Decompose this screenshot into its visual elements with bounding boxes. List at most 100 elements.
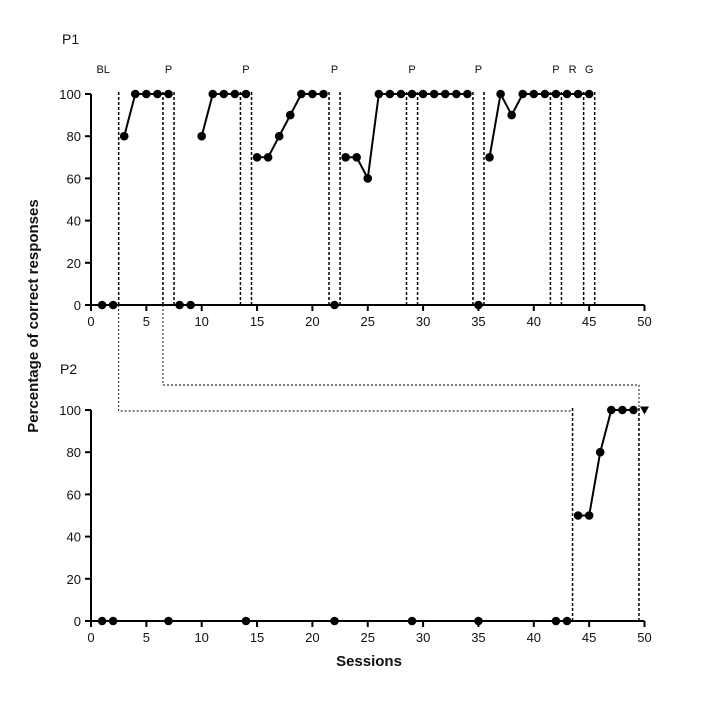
p2-triangle-point — [640, 406, 649, 415]
p1-data-point — [252, 153, 262, 162]
p1-series-line — [345, 93, 468, 182]
p1-phase-label: P — [475, 64, 482, 76]
p2-data-point — [595, 447, 605, 457]
p1-data-point — [407, 89, 417, 99]
p1-y-tick-label: 80 — [67, 129, 81, 144]
p1-data-point — [507, 110, 516, 120]
p2-probe-point — [330, 616, 339, 626]
p2-x-tick-label: 25 — [361, 630, 375, 645]
p1-y-tick-label: 0 — [74, 298, 81, 313]
p1-series-line — [488, 90, 590, 158]
p1-x-tick-label: 20 — [305, 314, 319, 329]
p1-x-tick-label: 5 — [143, 314, 150, 329]
p2-x-tick-label: 50 — [637, 630, 651, 645]
p1-data-point — [330, 300, 339, 310]
p1-phase-label: P — [408, 64, 415, 76]
x-axis-title: Sessions — [336, 653, 402, 670]
p2-y-tick-label: 40 — [67, 530, 81, 545]
p1-phase-label: P — [242, 64, 249, 76]
p2-probe-point — [108, 616, 118, 626]
p2-y-tick-label: 80 — [67, 445, 81, 460]
p1-y-tick-label: 60 — [67, 171, 81, 186]
p1-y-tick-label: 100 — [59, 87, 81, 102]
p1-data-point — [297, 89, 306, 99]
p1-data-point — [352, 153, 361, 162]
p2-y-tick-label: 0 — [74, 614, 81, 629]
p2-x-tick-label: 30 — [416, 630, 430, 645]
p2-y-tick-label: 60 — [67, 487, 81, 502]
p1-x-tick-label: 45 — [582, 314, 596, 329]
p1-x-tick-label: 25 — [361, 314, 375, 329]
p1-phase-label: R — [569, 64, 577, 76]
p1-data-point — [363, 174, 373, 183]
p1-series-line — [257, 93, 324, 159]
p2-data-point — [606, 405, 616, 415]
p1-data-point — [285, 110, 295, 120]
p1-data-point — [119, 131, 129, 141]
p1-data-point — [97, 300, 107, 310]
p1-data-point — [396, 89, 406, 99]
p2-data-point — [584, 511, 594, 520]
p1-x-tick-label: 0 — [87, 314, 94, 329]
p1-data-point — [319, 89, 328, 99]
panel-p1-label: P1 — [62, 31, 79, 47]
p1-y-tick-label: 20 — [67, 256, 81, 271]
p1-data-point — [540, 89, 550, 99]
p2-probe-point — [562, 616, 572, 626]
p2-probe-point — [551, 616, 561, 626]
p1-phase-label: P — [552, 64, 559, 76]
p2-data-point — [573, 511, 583, 520]
p1-data-point — [197, 131, 206, 141]
p1-data-point — [153, 89, 162, 99]
p1-data-point — [374, 89, 384, 99]
panel-p2: 0 20 40 60 80 100 0 5 10 15 20 25 30 35 40 45 50 — [59, 403, 651, 645]
p1-data-point — [186, 300, 195, 310]
p1-data-point — [496, 89, 505, 99]
p2-x-tick-label: 15 — [250, 630, 264, 645]
p1-data-point — [230, 89, 240, 99]
p2-x-tick-label: 5 — [143, 630, 150, 645]
p1-data-point — [341, 153, 350, 162]
p2-x-tick-label: 20 — [305, 630, 319, 645]
p1-data-point — [418, 89, 428, 99]
p1-data-point — [308, 89, 317, 99]
p2-y-tick-label: 20 — [67, 572, 81, 587]
p1-data-point — [463, 89, 472, 99]
p1-data-point — [208, 89, 218, 99]
p1-data-point — [485, 153, 494, 162]
p1-data-point — [385, 89, 395, 99]
phase-connector-line — [118, 305, 573, 412]
p1-series-line — [200, 93, 246, 137]
p2-x-tick-label: 45 — [582, 630, 596, 645]
p1-y-tick-label: 40 — [67, 214, 81, 229]
p1-data-point — [474, 300, 483, 310]
p1-phase-label: P — [331, 64, 338, 76]
p2-series-line — [578, 409, 634, 517]
p1-data-point — [429, 89, 439, 99]
p1-x-tick-label: 50 — [637, 314, 651, 329]
p2-probe-point — [474, 616, 483, 626]
p1-x-tick-label: 40 — [527, 314, 541, 329]
y-axis-title: Percentage of correct responses — [25, 199, 42, 432]
phase-connector-line — [162, 305, 640, 408]
p1-data-point — [164, 89, 173, 99]
p2-y-tick-label: 100 — [59, 403, 81, 418]
panel-p2-label: P2 — [60, 361, 77, 377]
p2-x-tick-label: 35 — [471, 630, 485, 645]
p1-x-tick-label: 30 — [416, 314, 430, 329]
p1-data-point — [452, 89, 461, 99]
p1-data-point — [274, 131, 284, 141]
p2-probe-point — [241, 616, 251, 626]
p1-data-point — [130, 89, 140, 99]
p1-data-point — [175, 300, 184, 310]
p1-data-point — [142, 89, 151, 99]
p1-data-point — [263, 153, 273, 162]
p1-x-tick-label: 10 — [194, 314, 208, 329]
p2-x-tick-label: 10 — [194, 630, 208, 645]
p1-x-tick-label: 35 — [471, 314, 485, 329]
p1-phase-label: BL — [96, 64, 109, 76]
p2-probe-point — [97, 616, 107, 626]
p1-data-point — [584, 89, 594, 99]
p1-data-point — [219, 89, 229, 99]
